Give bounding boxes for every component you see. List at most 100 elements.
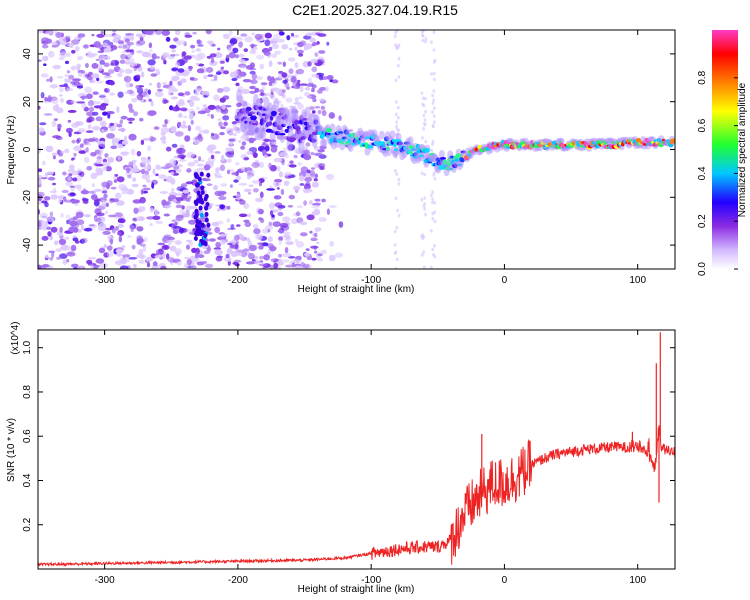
spectrogram-cell: [102, 55, 111, 61]
spectrogram-cell: [278, 31, 285, 36]
spectrogram-cell: [215, 256, 223, 262]
spectrogram-cell: [38, 127, 45, 133]
spectrogram-cell: [167, 55, 175, 60]
spectrogram-cell: [108, 69, 115, 74]
spectrogram-cell: [207, 104, 216, 110]
spectrogram-cell: [294, 238, 299, 243]
spectrogram-cell: [184, 135, 191, 142]
spectrogram-cell: [80, 143, 84, 148]
spectrogram-cell: [136, 254, 143, 258]
spectrogram-cell: [233, 259, 242, 263]
spectrogram-cell: [46, 217, 55, 223]
spectrogram-cell: [51, 251, 55, 258]
spectrogram-cell: [146, 162, 151, 170]
spectrogram-cell: [396, 63, 400, 68]
spectrogram-cell: [256, 54, 265, 60]
spectrogram-cell: [424, 96, 427, 101]
spectrogram-cell: [313, 208, 321, 216]
spectrogram-cell: [43, 196, 51, 201]
spectrogram-cell: [670, 138, 675, 143]
spectrogram-cell: [424, 139, 428, 144]
spectrogram-cell: [431, 101, 435, 105]
spectrogram-cell: [96, 101, 101, 105]
spectrogram-cell: [174, 131, 184, 137]
spectrogram-cell: [163, 99, 169, 104]
spectrogram-cell: [338, 115, 342, 121]
spectrogram-cell: [138, 248, 144, 256]
spectrogram-cell: [128, 121, 133, 124]
spectrogram-cell: [236, 224, 241, 227]
spectrogram-cell: [216, 88, 224, 93]
spectrogram-cell: [248, 184, 254, 187]
spectrogram-cell: [186, 151, 196, 159]
spectrogram-cell: [38, 105, 41, 110]
spectrogram-cell: [136, 237, 144, 244]
spectrogram-cell: [132, 159, 137, 163]
spectrogram-cell: [394, 266, 398, 269]
spectrogram-cell: [299, 183, 305, 186]
spectrogram-cell: [229, 71, 238, 78]
spectrogram-cell: [49, 76, 53, 83]
spectrogram-cell: [214, 249, 223, 256]
spectrogram-cell: [423, 196, 427, 200]
spectrogram-cell: [208, 238, 216, 242]
spectrogram-cell: [139, 117, 144, 122]
spectrogram-cell: [54, 240, 59, 246]
spectrogram-cell: [78, 150, 86, 154]
spectrogram-cell: [241, 141, 247, 146]
spectrogram-cell: [149, 207, 154, 213]
spectrogram-cell: [303, 149, 311, 156]
spectrogram-cell: [223, 70, 230, 75]
spectrogram-cell: [246, 65, 255, 69]
spectrogram-cell: [178, 40, 187, 45]
spectrogram-cell: [50, 226, 58, 233]
spectrogram-cell: [235, 82, 240, 87]
spectrogram-cell: [199, 210, 205, 214]
spectrogram-cell: [38, 179, 42, 185]
spectrogram-cell: [422, 126, 425, 131]
spectrogram-cell: [203, 75, 208, 80]
spectrogram-cell: [210, 132, 215, 137]
spectrogram-cell: [216, 109, 221, 113]
spectrogram-cell: [297, 103, 304, 110]
spectrogram-cell: [316, 257, 324, 262]
spectrogram-cell: [95, 58, 101, 62]
spectrogram-cell: [116, 72, 123, 77]
spectrogram-cell: [202, 227, 212, 232]
spectrogram-cell: [430, 265, 433, 269]
spectrogram-cell: [177, 68, 185, 73]
spectrogram-cell: [309, 230, 313, 234]
spectrogram-cell: [176, 197, 184, 202]
spectrogram-cell: [196, 106, 200, 110]
spectrogram-cell: [128, 161, 134, 167]
spectrogram-cell: [321, 110, 327, 117]
spectrogram-cell: [165, 146, 172, 152]
spectrogram-cell: [243, 219, 250, 223]
spectrogram-cell: [269, 245, 277, 252]
spectrogram-cell: [307, 82, 314, 85]
spectrogram-cell: [213, 74, 218, 81]
spectrogram-cell: [102, 111, 108, 116]
spectrogram-cell: [186, 168, 192, 173]
spectrogram-cell: [67, 119, 72, 123]
spectrogram-cell: [119, 265, 129, 269]
spectrogram-cell: [303, 200, 307, 206]
spectrogram-cell: [191, 49, 196, 53]
spectrogram-cell: [69, 42, 74, 49]
spectrogram-cell: [126, 188, 134, 195]
spectrogram-cell: [184, 91, 191, 96]
spectrogram-cell: [288, 164, 297, 168]
spectrogram-cell: [146, 110, 156, 117]
spectrogram-cell: [277, 229, 285, 233]
spectrogram-cell: [163, 201, 172, 205]
spectrogram-cell: [293, 102, 302, 105]
spectrogram-cell: [46, 171, 54, 175]
spectrogram-cell: [311, 204, 320, 209]
spectrogram-cell: [246, 213, 252, 218]
spectrogram-ytick-label: -40: [22, 237, 33, 252]
spectrogram-cell: [115, 248, 124, 254]
spectrogram-cell: [77, 184, 82, 191]
spectrogram-cell: [147, 89, 151, 95]
spectrogram-cell: [163, 213, 170, 217]
spectrogram-cell: [258, 263, 268, 267]
